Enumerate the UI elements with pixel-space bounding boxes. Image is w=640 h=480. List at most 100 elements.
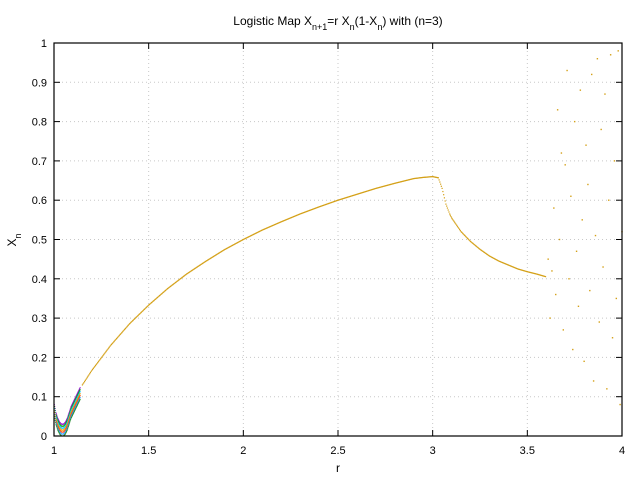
data-point: [298, 213, 300, 216]
data-point: [481, 250, 483, 252]
data-point: [217, 253, 219, 255]
data-point: [74, 404, 76, 406]
data-point: [70, 407, 72, 409]
data-point: [68, 418, 70, 420]
data-point: [72, 409, 74, 411]
data-point: [72, 410, 74, 412]
data-point: [70, 413, 72, 415]
data-point: [233, 244, 235, 246]
data-point: [413, 177, 416, 180]
data-point: [92, 367, 94, 370]
data-point: [75, 403, 77, 405]
data-point: [70, 407, 72, 409]
data-point: [243, 238, 245, 240]
data-point: [556, 109, 559, 111]
data-point: [68, 424, 70, 426]
data-point: [110, 344, 112, 346]
data-point: [315, 207, 317, 209]
data-point: [71, 411, 73, 413]
data-point: [413, 177, 415, 180]
data-point: [204, 260, 207, 263]
data-point: [356, 193, 358, 195]
data-point: [530, 272, 532, 274]
data-point: [394, 182, 397, 184]
data-point: [596, 58, 599, 60]
data-point: [75, 398, 77, 400]
data-point: [77, 397, 79, 399]
data-point: [401, 180, 403, 183]
data-point: [165, 289, 167, 291]
data-point: [96, 362, 98, 365]
data-point: [70, 413, 72, 415]
data-point: [438, 179, 440, 181]
data-point: [70, 418, 72, 420]
data-point: [73, 400, 75, 402]
data-point: [73, 411, 75, 413]
data-point: [507, 264, 509, 266]
data-point: [325, 203, 327, 206]
x-tick-label: 2: [240, 445, 246, 457]
data-point: [90, 370, 92, 373]
data-point: [454, 222, 456, 224]
x-tick-label: 2.5: [330, 445, 345, 457]
data-point: [450, 215, 452, 218]
data-point: [520, 269, 522, 271]
data-point: [477, 246, 479, 249]
data-point: [424, 176, 426, 178]
data-point: [257, 231, 259, 233]
data-point: [370, 189, 372, 191]
data-point: [359, 192, 362, 194]
data-point: [172, 283, 175, 285]
data-point: [542, 275, 544, 277]
data-point: [145, 306, 148, 308]
data-point: [69, 422, 71, 424]
data-point: [549, 317, 551, 319]
data-point: [251, 234, 253, 236]
data-point: [111, 342, 113, 345]
data-point: [528, 271, 530, 273]
data-point: [228, 246, 231, 248]
data-point: [186, 273, 188, 275]
data-point: [73, 399, 75, 401]
data-point: [183, 275, 185, 277]
data-point: [70, 413, 72, 415]
data-point: [110, 343, 113, 345]
data-point: [69, 413, 71, 415]
data-point: [456, 224, 458, 226]
data-point: [197, 265, 199, 267]
data-point: [351, 195, 354, 197]
data-point: [531, 272, 534, 274]
data-point: [56, 414, 58, 416]
data-point: [508, 264, 510, 266]
data-point: [74, 405, 76, 407]
data-point: [244, 237, 247, 240]
data-point: [467, 237, 469, 240]
data-point: [148, 304, 150, 306]
data-point: [378, 186, 381, 189]
data-point: [57, 424, 59, 426]
data-point: [74, 409, 76, 411]
data-point: [303, 211, 306, 213]
data-point: [164, 290, 166, 292]
data-point: [79, 387, 81, 389]
data-point: [133, 318, 135, 320]
data-point: [199, 264, 201, 266]
data-point: [89, 373, 91, 375]
data-point: [279, 221, 281, 224]
data-point: [250, 235, 252, 237]
data-point: [55, 417, 57, 419]
data-point: [77, 400, 79, 402]
data-point: [74, 397, 76, 399]
data-point: [68, 417, 70, 419]
data-point: [222, 250, 224, 252]
data-point: [187, 272, 189, 274]
data-point: [124, 328, 126, 331]
data-point: [69, 421, 71, 423]
data-point: [488, 255, 491, 257]
data-point: [56, 427, 58, 429]
data-point: [617, 50, 619, 52]
data-point: [464, 234, 466, 237]
data-point: [594, 234, 597, 237]
y-tick-label: 0.6: [32, 195, 47, 207]
data-point: [534, 273, 536, 275]
